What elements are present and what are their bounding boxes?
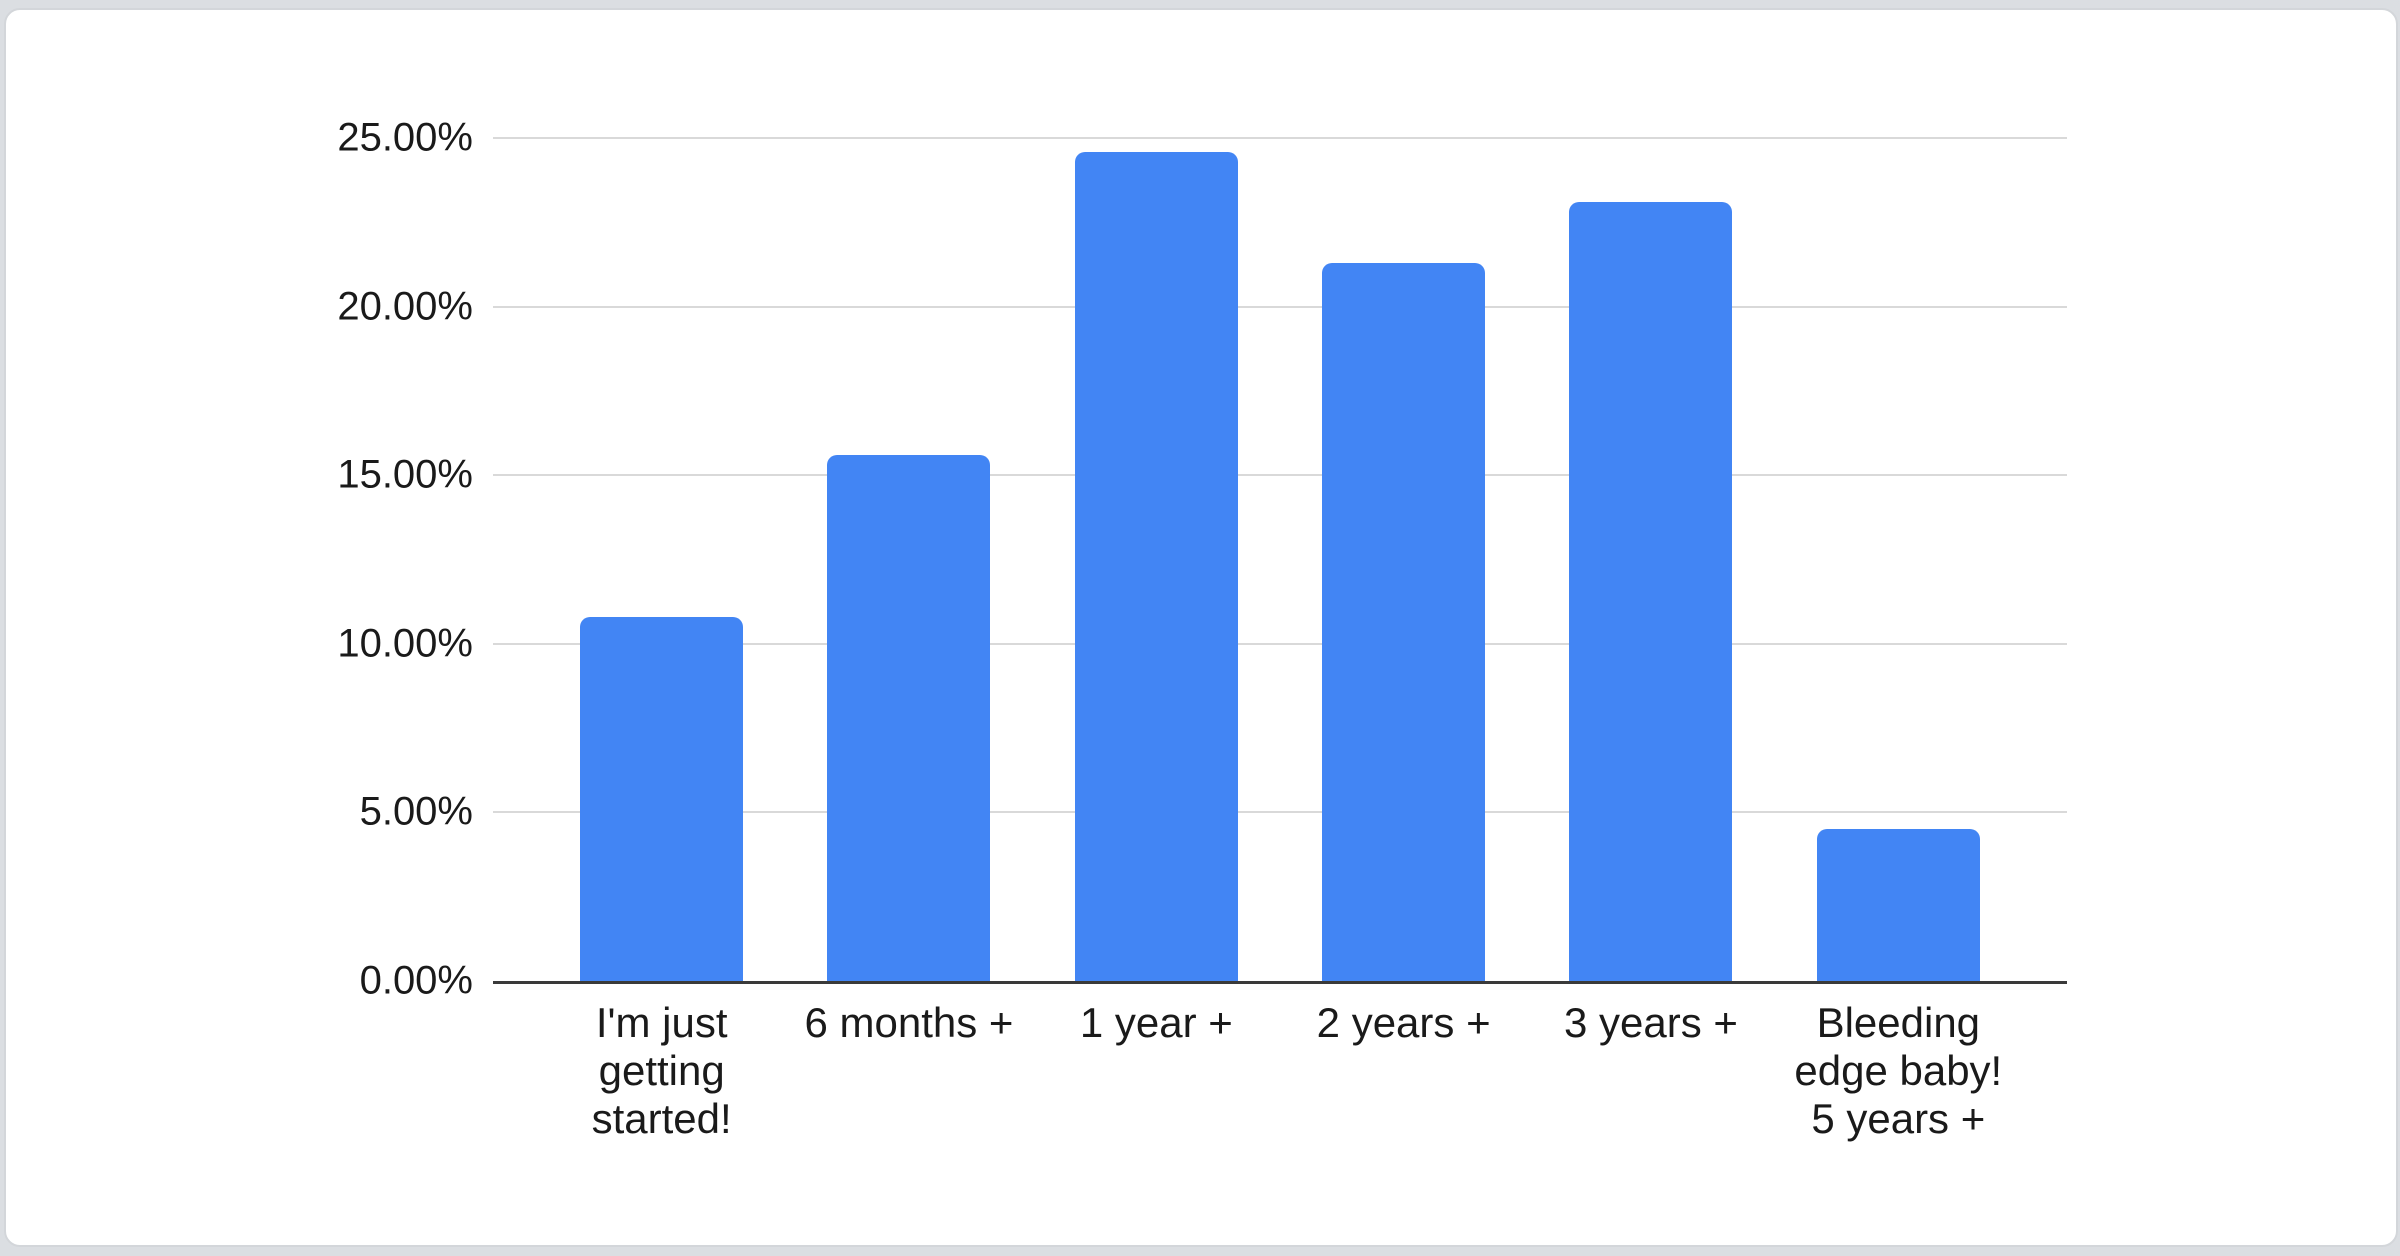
y-axis: 25.00% 20.00% 15.00% 10.00% 5.00% 0.00%	[6, 116, 473, 1003]
x-axis-label-line: 1 year +	[1079, 999, 1233, 1046]
bar-slot	[1527, 138, 1774, 981]
bar-i-m-just-getting-started[interactable]	[580, 616, 744, 981]
gridline	[493, 474, 2067, 477]
bars-row	[493, 138, 2067, 981]
x-axis-label-line: 6 months +	[804, 999, 1014, 1046]
bar-bleeding-edge-baby-5-years[interactable]	[1816, 829, 1980, 981]
bar-slot	[538, 138, 785, 981]
x-axis-label-1-year: 1 year +	[1033, 999, 1280, 1143]
y-axis-tick-label: 0.00%	[359, 958, 473, 1003]
bar-slot	[1033, 138, 1280, 981]
x-axis-label-line: Bleeding	[1816, 999, 1981, 1046]
bar-2-years[interactable]	[1322, 262, 1486, 981]
bar-slot	[1280, 138, 1527, 981]
x-axis-label-line: edge baby!	[1794, 1047, 2003, 1094]
gridline	[493, 305, 2067, 308]
bar-1-year[interactable]	[1074, 151, 1238, 981]
x-axis-label-3-years: 3 years +	[1527, 999, 1774, 1143]
gridline	[493, 811, 2067, 814]
chart-card: 25.00% 20.00% 15.00% 10.00% 5.00% 0.00% I'm j…	[4, 8, 2398, 1247]
plot-area	[493, 137, 2067, 984]
x-axis-label-line: 2 years +	[1316, 999, 1491, 1046]
y-axis-tick-label: 25.00%	[337, 115, 473, 160]
y-axis-tick-label: 20.00%	[337, 284, 473, 329]
bar-slot	[785, 138, 1032, 981]
bar-6-months[interactable]	[827, 455, 991, 981]
x-axis-label-line: started!	[591, 1095, 732, 1142]
x-axis: I'm just getting started! 6 months + 1 year …	[493, 999, 2067, 1143]
gridline	[493, 137, 2067, 139]
x-axis-label-line: I'm just	[595, 999, 728, 1046]
x-axis-label-line: 3 years +	[1564, 999, 1738, 1046]
x-axis-label-line: getting	[598, 1047, 725, 1094]
x-axis-label-6-months: 6 months +	[785, 999, 1032, 1143]
x-axis-label-line: 5 years +	[1811, 1095, 1986, 1142]
x-axis-label-2-years: 2 years +	[1280, 999, 1527, 1143]
bar-3-years[interactable]	[1569, 202, 1733, 981]
x-axis-label-bleeding-edge-baby-5-years: Bleeding edge baby! 5 years +	[1775, 999, 2022, 1143]
y-axis-tick-label: 5.00%	[359, 789, 473, 834]
bar-slot	[1775, 138, 2022, 981]
y-axis-tick-label: 10.00%	[337, 621, 473, 666]
y-axis-tick-label: 15.00%	[337, 452, 473, 497]
x-axis-label-i-m-just-getting-started: I'm just getting started!	[538, 999, 785, 1143]
gridline	[493, 642, 2067, 645]
